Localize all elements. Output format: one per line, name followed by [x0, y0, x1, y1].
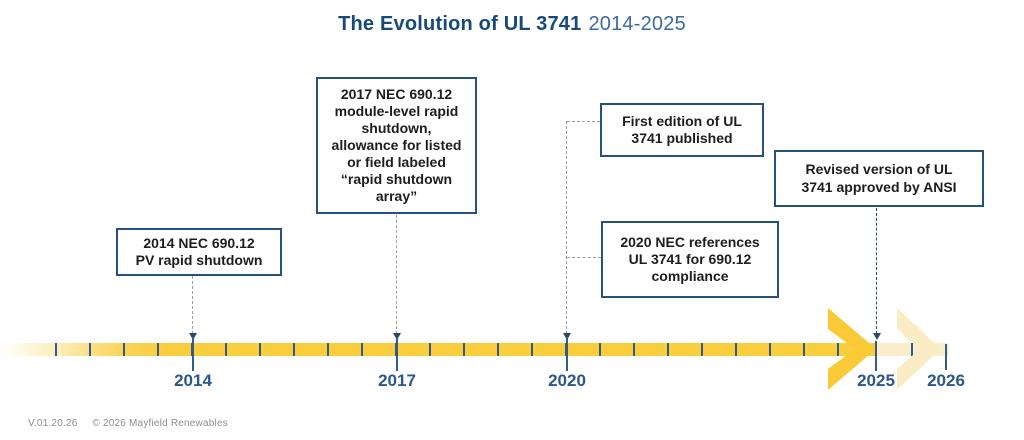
callout-first-edition: First edition of UL 3741 published: [600, 103, 764, 157]
connector-2020-branch-first-edition: [567, 121, 600, 122]
footer: V.01.20.26 © 2026 Mayfield Renewables: [28, 418, 240, 429]
title-main: The Evolution of UL 3741: [338, 13, 582, 35]
footer-version: V.01.20.26: [28, 418, 78, 429]
year-label-2025: 2025: [857, 371, 895, 390]
connector-2025: [876, 208, 877, 334]
page-title: The Evolution of UL 3741 2014-2025: [0, 13, 1024, 36]
callout-2017-nec: 2017 NEC 690.12 module-level rapid shutd…: [316, 77, 477, 214]
connector-2014: [192, 276, 193, 334]
year-label-2020: 2020: [548, 371, 586, 390]
year-line-2025: [875, 341, 877, 371]
arrowhead-2017-icon: [393, 333, 401, 340]
callout-revised-ansi: Revised version of UL 3741 approved by A…: [774, 150, 984, 207]
year-line-2017: [396, 337, 398, 371]
callout-2020-nec: 2020 NEC references UL 3741 for 690.12 c…: [601, 221, 779, 298]
year-label-2014: 2014: [174, 371, 212, 390]
year-line-2026: [945, 344, 947, 370]
year-label-2026: 2026: [927, 371, 965, 390]
year-label-2017: 2017: [378, 371, 416, 390]
connector-2020-branch-nec: [567, 257, 601, 258]
timeline-ticks: [23, 343, 843, 356]
year-line-2014: [192, 337, 194, 371]
year-line-2020: [566, 337, 568, 371]
footer-copyright: © 2026 Mayfield Renewables: [92, 418, 228, 429]
connector-2020-vertical: [566, 121, 567, 334]
title-range: 2014-2025: [588, 13, 686, 35]
arrowhead-2020-icon: [563, 333, 571, 340]
timeline-tick-pale: [911, 343, 913, 356]
arrowhead-2025-icon: [873, 333, 881, 340]
arrowhead-2014-icon: [189, 333, 197, 340]
connector-2017: [396, 215, 397, 334]
callout-2014-nec: 2014 NEC 690.12 PV rapid shutdown: [116, 228, 282, 276]
